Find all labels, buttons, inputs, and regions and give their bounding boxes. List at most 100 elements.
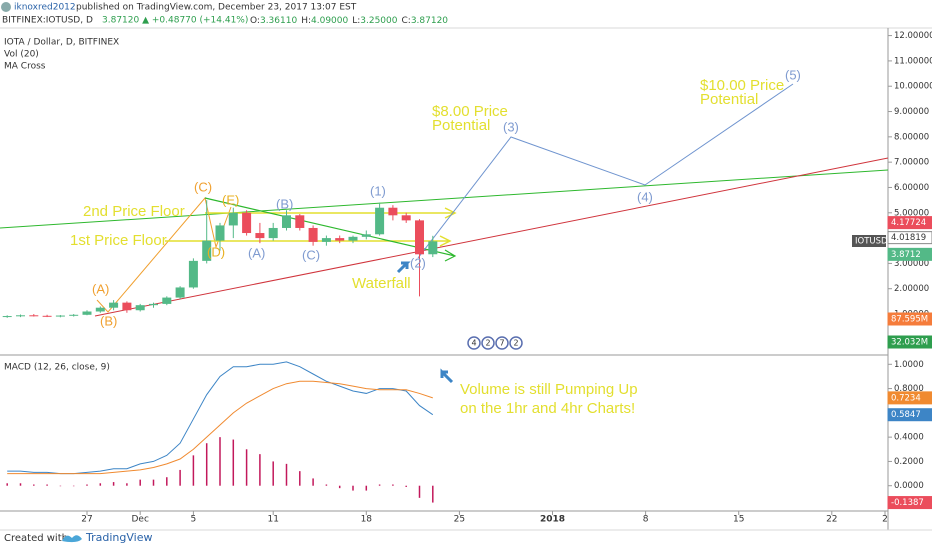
symbol-tag: IOTUSD	[855, 237, 888, 247]
event-badge	[481, 336, 495, 350]
macd-histogram-bar	[392, 484, 394, 486]
time-tick-label: 8	[643, 515, 649, 525]
candle-body	[69, 314, 79, 316]
macd-histogram-bar	[378, 484, 381, 486]
ohlc-key: L:	[352, 16, 360, 26]
ohlc-value: 3.36110	[260, 16, 297, 26]
macd-histogram-bar	[33, 484, 35, 486]
macd-histogram-bar	[6, 483, 8, 486]
macd-histogram-bar	[312, 478, 314, 486]
price-tick-label: 5.00000	[894, 208, 929, 218]
macd-histogram-bar	[245, 449, 248, 486]
annotation: Potential	[700, 91, 758, 108]
volume-tag: 87.595M	[891, 315, 928, 325]
event-badge-label: 7	[499, 339, 504, 348]
annotation: (2)	[410, 255, 426, 270]
time-tick-label: 5	[191, 515, 197, 525]
macd-histogram-bar	[352, 485, 354, 491]
candle-body	[188, 260, 198, 288]
header-author: iknoxred2012	[14, 3, 76, 13]
candle-body	[55, 315, 65, 317]
macd-histogram-bar	[46, 484, 48, 486]
volume-tag-box	[887, 335, 932, 349]
annotation: (E)	[222, 192, 239, 207]
logo	[62, 535, 82, 543]
annotation: (D)	[207, 244, 225, 259]
macd-tag: 0.7234	[891, 393, 921, 403]
annotation: (A)	[248, 245, 265, 260]
candle-body	[202, 240, 212, 261]
macd-histogram-bar	[338, 485, 341, 489]
candle-body	[16, 315, 25, 317]
candle-body	[401, 215, 411, 221]
pane-legend: IOTA / Dollar, D, BITFINEX	[4, 38, 119, 48]
annotation: Potential	[432, 117, 490, 134]
candle-body	[428, 241, 438, 255]
trend-line	[94, 157, 889, 317]
annotation: (C)	[194, 179, 212, 194]
time-tick-label: 22	[826, 515, 837, 525]
macd-histogram-bar	[139, 479, 141, 486]
macd-tick-label: 0.4000	[894, 433, 924, 443]
trend-line	[0, 169, 889, 229]
macd-tag-box	[887, 408, 932, 422]
ohlc-key: C:	[401, 16, 410, 26]
candle-body	[228, 212, 238, 226]
header-published: published on TradingView.com, December 2…	[76, 3, 357, 13]
annotation: (3)	[503, 119, 519, 134]
macd-histogram-bar	[19, 483, 22, 486]
candle-body	[375, 207, 385, 235]
macd-histogram-bar	[219, 437, 221, 486]
annotation: (B)	[276, 196, 293, 211]
channel-line	[204, 197, 457, 262]
header-symbol: BITFINEX:IOTUSD, D	[2, 16, 93, 26]
footer-brand: TradingView	[85, 531, 152, 544]
price-tick-label: 9.00000	[894, 107, 929, 117]
candle-body	[29, 315, 39, 317]
time-tick-label: 15	[733, 515, 744, 525]
time-tick-label: Dec	[131, 515, 148, 525]
time-tick-label: 2018	[540, 515, 565, 525]
ohlc-value: 4.09000	[311, 16, 348, 26]
price-tick-label: 11.00000	[894, 56, 932, 66]
price-tag-box	[887, 216, 932, 230]
pane-legend: MA Cross	[4, 62, 46, 72]
floor-line	[165, 235, 452, 247]
macd-histogram-bar	[285, 463, 288, 486]
candle-body	[82, 311, 92, 315]
price-tag-box	[887, 247, 932, 261]
price-tag: 3.8712	[891, 250, 921, 260]
candle-body	[122, 302, 132, 311]
annotation: Waterfall	[352, 275, 411, 292]
macd-histogram-bar	[365, 485, 368, 491]
price-tick-label: 8.00000	[894, 132, 929, 142]
time-tick-label: 18	[361, 515, 373, 525]
price-tick-label: 2.00000	[894, 284, 929, 294]
annotation: $8.00 Price	[432, 103, 508, 120]
annotation: (B)	[100, 313, 117, 328]
price-tag: 4.17724	[891, 218, 926, 228]
candle-body	[268, 227, 278, 239]
macd-histogram-bar	[259, 454, 261, 486]
candle-body	[295, 215, 305, 228]
macd-histogram-bar	[112, 482, 115, 486]
candle-body	[415, 220, 424, 255]
macd-histogram-bar	[192, 455, 195, 486]
macd-histogram-bar	[59, 485, 62, 487]
pane-legend: MACD (12, 26, close, 9)	[4, 363, 110, 373]
ohlc-value: 3.87120	[411, 16, 448, 26]
footer-created: Created with	[4, 533, 68, 544]
time-tick-label: 25	[454, 515, 465, 525]
macd-histogram-bar	[166, 477, 168, 486]
candle-body	[42, 315, 52, 317]
macd-histogram-bar	[205, 443, 208, 486]
macd-histogram-bar	[272, 461, 274, 486]
ohlc-key: H:	[301, 16, 311, 26]
annotation: (4)	[637, 189, 653, 204]
annotation: 1st Price Floor	[70, 232, 167, 249]
candle-body	[308, 227, 318, 242]
annotation: Volume is still Pumping Up	[460, 381, 638, 398]
arrow	[440, 368, 454, 384]
